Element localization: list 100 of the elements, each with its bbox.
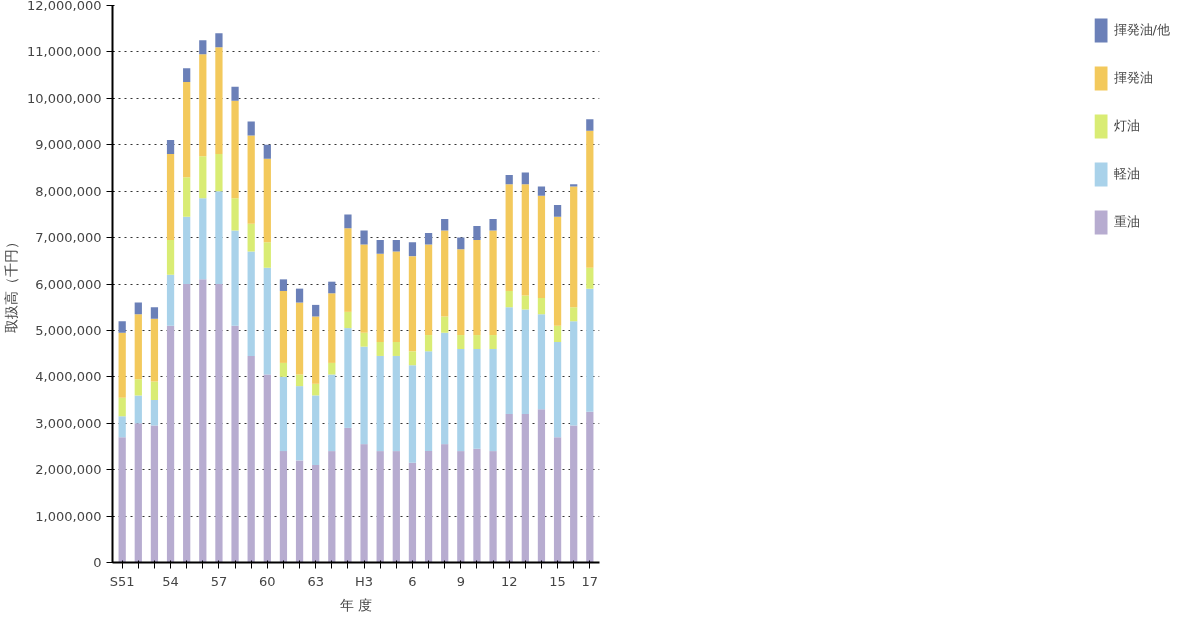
bar <box>344 228 352 312</box>
bar <box>376 355 384 452</box>
bar <box>118 321 126 333</box>
bar <box>183 284 191 563</box>
bar <box>570 184 578 187</box>
bar <box>295 288 304 303</box>
legend-label: 揮発油/他 <box>1113 21 1170 39</box>
y-tick-label: 12,000,000 <box>27 0 102 13</box>
bar <box>376 342 384 356</box>
bar <box>215 284 223 563</box>
bar <box>118 332 126 398</box>
bar <box>424 451 433 563</box>
bar <box>473 448 481 563</box>
bar <box>392 451 400 563</box>
bar <box>424 335 433 352</box>
bar <box>134 379 142 396</box>
bar <box>215 154 223 192</box>
bar <box>166 239 175 275</box>
bar <box>570 186 578 308</box>
bar <box>263 267 271 375</box>
bar <box>570 307 578 322</box>
bar <box>295 302 304 375</box>
bar <box>263 144 271 159</box>
bar <box>134 314 142 380</box>
bar <box>328 374 336 452</box>
bar <box>199 156 207 199</box>
bar <box>247 355 255 563</box>
bar <box>586 119 594 131</box>
bar <box>521 184 529 296</box>
bar <box>312 395 320 466</box>
bar <box>183 82 191 178</box>
bar <box>279 451 288 563</box>
bar <box>134 423 142 563</box>
bar <box>457 249 465 336</box>
bar <box>553 325 562 343</box>
bar <box>279 279 288 291</box>
bar <box>376 451 384 563</box>
x-tick-label: 6 <box>408 573 417 589</box>
bar <box>360 244 368 333</box>
bar <box>521 172 529 185</box>
bar <box>457 335 465 349</box>
bar <box>150 318 159 382</box>
x-tick-label: 54 <box>162 573 179 589</box>
bar <box>263 242 271 268</box>
legend-label: 揮発油 <box>1113 69 1153 87</box>
y-tick-label: 3,000,000 <box>35 415 102 431</box>
bar <box>134 302 142 315</box>
bar <box>312 316 320 384</box>
bar <box>360 230 368 245</box>
bar <box>505 174 513 185</box>
y-tick-label: 4,000,000 <box>35 369 102 385</box>
x-tick-label: 9 <box>456 573 465 589</box>
bar <box>231 100 239 199</box>
bar <box>505 184 513 291</box>
bar <box>473 335 481 349</box>
bar <box>360 444 368 563</box>
bar <box>183 177 191 217</box>
bar <box>312 304 320 317</box>
bar <box>312 465 320 563</box>
bar <box>489 348 497 452</box>
bar <box>408 256 417 352</box>
bar <box>424 244 433 336</box>
bar <box>457 237 465 250</box>
bar <box>473 239 481 336</box>
bar <box>521 413 529 563</box>
bar <box>166 325 175 563</box>
bar <box>263 374 271 563</box>
bar <box>150 381 159 401</box>
bar <box>231 230 239 326</box>
bar <box>344 214 352 229</box>
bar <box>586 130 594 268</box>
bar <box>118 437 126 563</box>
y-tick-label: 0 <box>93 555 102 570</box>
bar <box>408 351 417 366</box>
bar <box>247 251 255 356</box>
bar <box>553 216 562 326</box>
bar <box>134 395 142 424</box>
bar <box>473 348 481 449</box>
y-tick-label: 5,000,000 <box>35 322 102 338</box>
y-tick-label: 7,000,000 <box>35 230 102 246</box>
y-tick-label: 8,000,000 <box>35 183 102 199</box>
bar <box>166 140 175 155</box>
bar <box>279 362 288 377</box>
bar <box>199 279 207 563</box>
bar <box>441 219 449 231</box>
bar <box>231 198 239 231</box>
bar <box>247 121 255 136</box>
bar <box>553 342 562 438</box>
y-tick-label: 10,000,000 <box>27 90 102 106</box>
y-axis-title: 取扱高（千円） <box>3 235 20 333</box>
x-tick-label: 15 <box>549 573 566 589</box>
bar <box>570 425 578 563</box>
bar <box>553 437 562 563</box>
x-tick-label: 63 <box>307 573 324 589</box>
bar <box>505 307 513 414</box>
x-tick-label: H3 <box>355 573 374 589</box>
legend-label: 重油 <box>1113 213 1140 231</box>
y-tick-label: 9,000,000 <box>35 137 102 153</box>
x-axis-title: 年 度 <box>339 596 373 613</box>
bar <box>295 386 304 461</box>
